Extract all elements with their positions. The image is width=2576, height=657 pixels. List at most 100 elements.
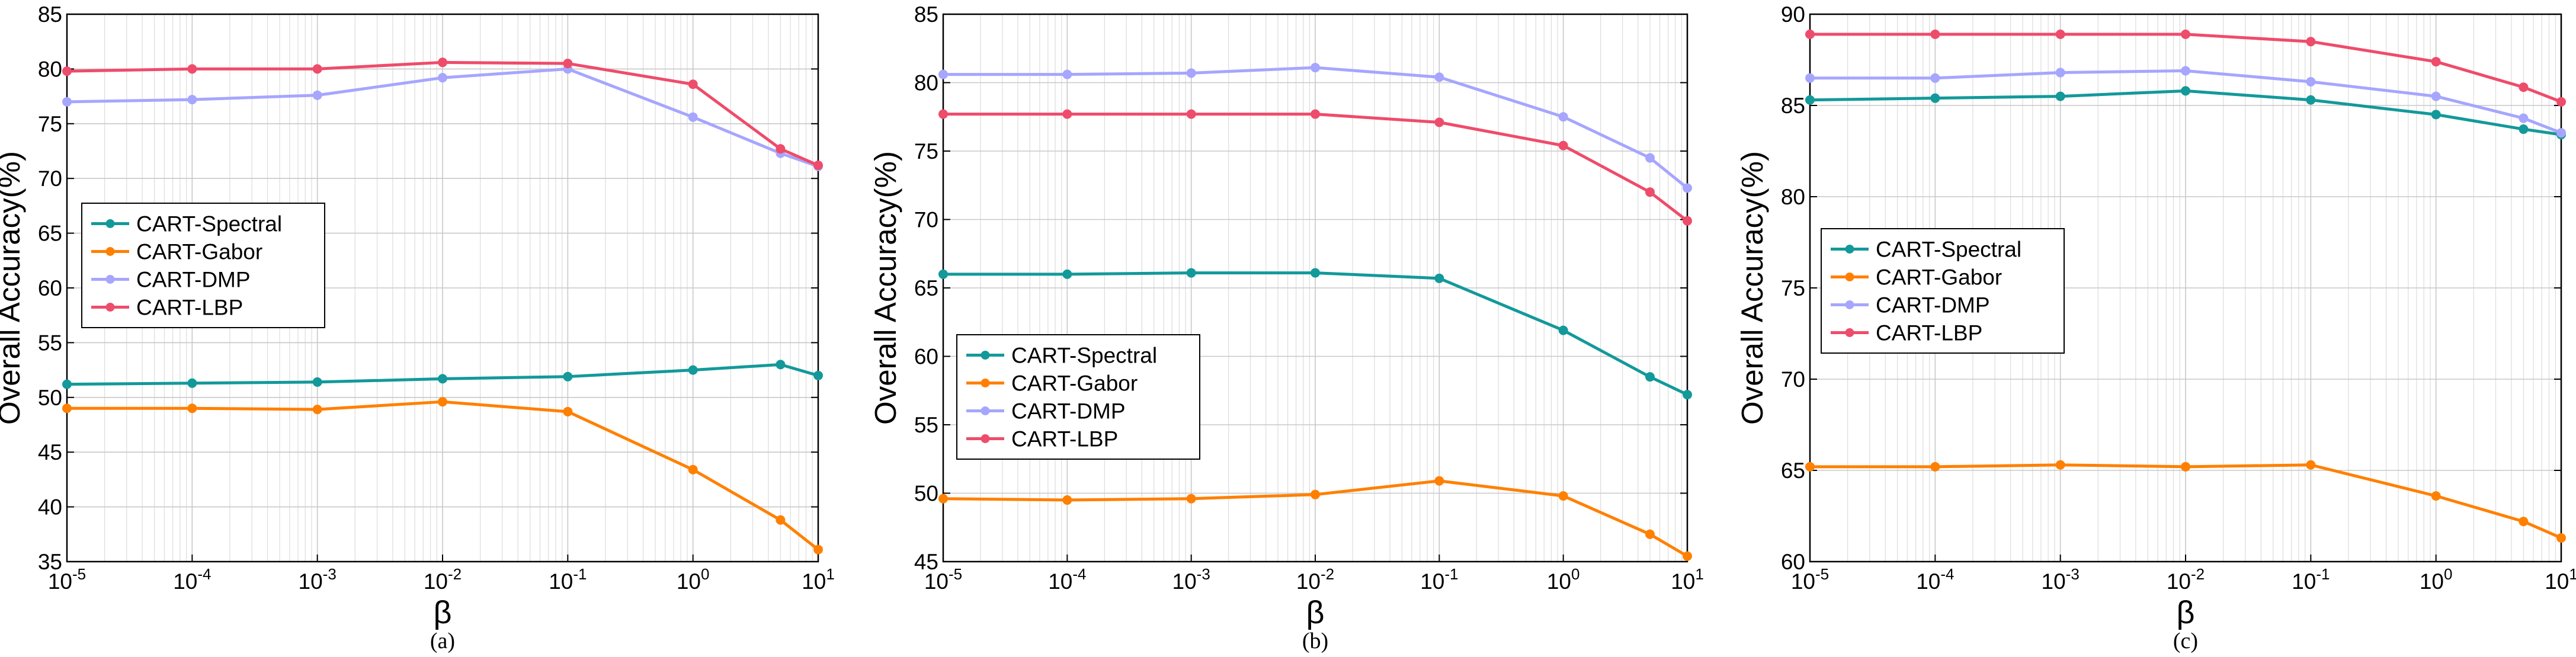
data-point — [2181, 461, 2190, 472]
y-axis-label: Overall Accuracy(%) — [869, 151, 902, 425]
y-tick-label: 65 — [914, 276, 938, 300]
series-line — [943, 479, 1689, 557]
data-point — [312, 64, 322, 74]
x-tick-label: 101 — [1671, 565, 1704, 594]
legend-entry: CART-Gabor — [1831, 265, 2002, 290]
data-point — [438, 374, 447, 384]
x-tick-label: 10-4 — [1916, 565, 1954, 594]
y-tick-label: 60 — [914, 345, 938, 369]
panel-caption: (b) — [1302, 629, 1328, 653]
legend-label: CART-Gabor — [1011, 371, 1138, 396]
legend-label: CART-DMP — [1011, 399, 1126, 424]
data-point — [187, 403, 197, 414]
series-line — [1810, 69, 2562, 134]
series-line — [943, 113, 1689, 222]
data-point — [2431, 491, 2441, 501]
chart-panel-1: 35 40 45 50 55 60 65 70 75 80 85 10-5 10-4 10-3 10-2 10… — [0, 2, 835, 653]
data-point — [312, 90, 322, 100]
x-tick-label: 10-3 — [299, 565, 337, 594]
y-tick-label: 70 — [38, 166, 62, 191]
y-tick-label: 90 — [1781, 2, 1805, 27]
y-tick-label: 70 — [1781, 367, 1805, 392]
data-point — [2055, 68, 2065, 78]
data-point — [2556, 533, 2566, 543]
series-line — [66, 60, 819, 167]
legend-entry: CART-Spectral — [1831, 238, 2021, 262]
y-tick-label: 50 — [38, 386, 62, 410]
legend-swatch-marker — [981, 379, 990, 387]
legend-label: CART-Gabor — [1876, 265, 2002, 290]
legend-label: CART-DMP — [1876, 293, 1990, 318]
data-point — [312, 405, 322, 415]
legend-swatch-marker — [1845, 273, 1854, 281]
y-tick-label: 80 — [914, 71, 938, 95]
legend-swatch-marker — [105, 247, 115, 256]
legend-entry: CART-Gabor — [91, 240, 262, 264]
y-tick-label: 70 — [914, 208, 938, 232]
data-point — [1805, 29, 1815, 39]
legend-entry: CART-Spectral — [966, 344, 1157, 368]
series-line — [67, 400, 819, 551]
legend-swatch-marker — [105, 303, 115, 312]
data-point — [1186, 268, 1196, 278]
legend-label: CART-LBP — [136, 296, 243, 320]
legend-swatch-marker — [1845, 245, 1854, 254]
series-line — [1810, 463, 2562, 540]
data-point — [1186, 109, 1196, 119]
data-point — [62, 403, 72, 414]
data-point — [2431, 91, 2441, 101]
legend-label: CART-Gabor — [136, 240, 262, 264]
y-axis-label: Overall Accuracy(%) — [1735, 151, 1769, 425]
data-point — [2181, 66, 2190, 76]
series-cart-lbp — [62, 57, 823, 171]
series-cart-spectral — [62, 360, 823, 389]
legend-swatch-marker — [981, 406, 990, 415]
series-cart-dmp — [1805, 66, 2566, 138]
series-cart-lbp — [1805, 29, 2566, 107]
y-tick-label: 35 — [38, 550, 62, 574]
data-point — [1683, 216, 1692, 226]
data-point — [1805, 95, 1815, 105]
y-tick-label: 50 — [914, 482, 938, 506]
data-point — [312, 377, 322, 387]
series-cart-gabor — [62, 397, 823, 555]
series-line — [943, 66, 1689, 190]
chart-panel-2: 45 50 55 60 65 70 75 80 85 10-5 10-4 10-3 10-2 10-1 10… — [869, 2, 1704, 653]
data-point — [2181, 29, 2190, 39]
data-point — [2055, 91, 2065, 101]
data-point — [1930, 461, 1940, 472]
legend-entry: CART-LBP — [91, 296, 243, 320]
series-line — [943, 271, 1689, 396]
data-point — [1311, 268, 1320, 278]
legend-label: CART-LBP — [1876, 321, 1982, 345]
legend-entry: CART-Gabor — [966, 371, 1138, 396]
series-cart-lbp — [938, 109, 1692, 226]
data-point — [1645, 529, 1655, 539]
data-point — [938, 109, 948, 119]
data-point — [1434, 273, 1444, 283]
data-point — [1645, 372, 1655, 382]
data-point — [2055, 29, 2065, 39]
data-point — [938, 493, 948, 504]
data-point — [2431, 110, 2441, 120]
data-point — [62, 97, 72, 107]
y-tick-label: 65 — [38, 222, 62, 246]
legend-swatch-marker — [981, 351, 990, 360]
data-point — [1311, 109, 1320, 119]
data-point — [1558, 491, 1568, 501]
data-point — [1186, 493, 1196, 504]
data-point — [1645, 187, 1655, 197]
x-tick-label: 10-2 — [1296, 565, 1334, 594]
data-point — [1805, 461, 1815, 472]
data-point — [2306, 76, 2316, 86]
legend: CART-Spectral CART-Gabor CART-DMP CART-LBP — [81, 203, 325, 328]
x-tick-label: 10-4 — [173, 565, 211, 594]
x-axis-label: β — [2176, 595, 2194, 630]
legend-entry: CART-DMP — [1831, 293, 1990, 318]
data-point — [2556, 97, 2566, 107]
legend-entry: CART-DMP — [91, 268, 251, 292]
data-point — [1930, 73, 1940, 83]
data-point — [187, 64, 197, 74]
data-point — [1645, 153, 1655, 163]
